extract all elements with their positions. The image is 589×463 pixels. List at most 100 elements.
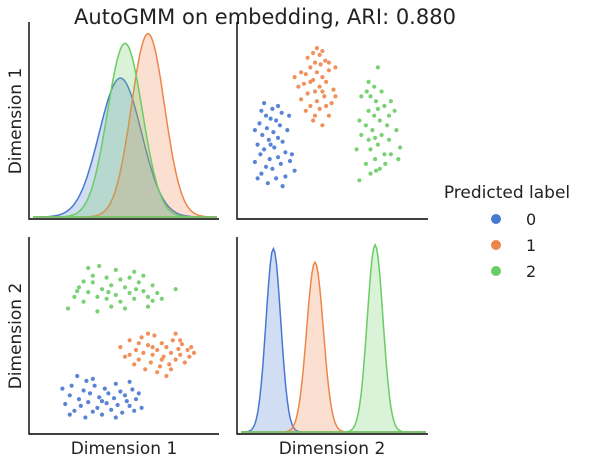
scatter-point-dim1-vs-dim2-label-0-8 — [81, 388, 86, 393]
scatter-point-dim2-vs-dim1-label-1-35 — [312, 113, 318, 118]
scatter-point-dim1-vs-dim2-label-0-5 — [75, 373, 80, 379]
scatter-point-dim1-vs-dim2-label-2-7 — [104, 296, 109, 301]
scatter-point-dim1-vs-dim2-label-0-28 — [124, 399, 129, 404]
scatter-point-dim2-vs-dim1-label-0-31 — [259, 108, 264, 113]
scatter-point-dim1-vs-dim2-label-2-35 — [133, 287, 139, 292]
scatter-point-dim1-vs-dim2-label-1-26 — [185, 347, 190, 353]
scatter-point-dim1-vs-dim2-label-2-15 — [141, 289, 146, 294]
scatter-point-dim1-vs-dim2-label-1-18 — [167, 362, 172, 367]
scatter-point-dim2-vs-dim1-label-0-22 — [271, 130, 276, 135]
scatter-point-dim1-vs-dim2-label-2-18 — [155, 290, 160, 296]
scatter-point-dim2-vs-dim1-label-0-29 — [263, 113, 269, 118]
scatter-point-dim2-vs-dim1-label-2-39 — [388, 99, 393, 104]
scatter-point-dim1-vs-dim2-label-1-14 — [157, 364, 163, 369]
scatter-point-dim2-vs-dim1-label-2-25 — [354, 147, 359, 152]
scatter-point-dim2-vs-dim1-label-0-32 — [270, 106, 275, 111]
scatter-point-dim1-vs-dim2-label-0-1 — [67, 393, 72, 398]
scatter-point-dim1-vs-dim2-label-2-30 — [104, 275, 109, 280]
scatter-point-dim2-vs-dim1-label-2-36 — [373, 135, 378, 140]
scatter-point-dim1-vs-dim2-label-1-27 — [187, 354, 192, 359]
scatter-point-dim2-vs-dim1-label-2-24 — [357, 178, 362, 183]
scatter-point-dim1-vs-dim2-label-2-8 — [109, 283, 114, 288]
scatter-point-dim1-vs-dim2-label-1-33 — [136, 341, 141, 346]
scatter-point-dim2-vs-dim1-label-2-19 — [366, 79, 371, 84]
scatter-point-dim1-vs-dim2-label-0-33 — [136, 391, 141, 396]
scatter-point-dim1-vs-dim2-label-1-15 — [159, 341, 164, 346]
chart-title: AutoGMM on embedding, ARI: 0.880 — [74, 5, 456, 29]
scatter-point-dim2-vs-dim1-label-0-9 — [252, 159, 257, 165]
scatter-point-dim2-vs-dim1-label-1-30 — [333, 94, 338, 99]
scatter-point-dim2-vs-dim1-label-0-23 — [285, 128, 290, 133]
scatter-point-dim1-vs-dim2-label-0-25 — [118, 389, 123, 394]
scatter-point-dim2-vs-dim1-label-2-7 — [366, 137, 371, 142]
scatter-point-dim2-vs-dim1-label-2-16 — [368, 94, 373, 99]
legend-label-0: 0 — [526, 210, 536, 229]
scatter-point-dim1-vs-dim2-label-0-12 — [87, 391, 93, 396]
scatter-point-dim1-vs-dim2-label-1-22 — [176, 346, 181, 352]
scatter-point-dim1-vs-dim2-label-2-16 — [145, 294, 151, 299]
scatter-point-dim2-vs-dim1-label-2-0 — [368, 171, 373, 176]
scatter-point-dim2-vs-dim1-label-2-10 — [363, 123, 368, 128]
scatter-point-dim1-vs-dim2-label-1-29 — [191, 350, 197, 355]
scatter-point-dim1-vs-dim2-label-2-39 — [141, 273, 146, 278]
scatter-point-dim1-vs-dim2-label-0-15 — [95, 405, 100, 410]
scatter-point-dim2-vs-dim1-label-0-21 — [260, 132, 265, 138]
scatter-point-dim2-vs-dim1-label-1-20 — [326, 68, 331, 73]
scatter-point-dim2-vs-dim1-label-0-2 — [283, 174, 288, 179]
scatter-point-dim2-vs-dim1-label-2-22 — [394, 128, 399, 133]
scatter-point-dim1-vs-dim2-label-2-31 — [127, 275, 132, 280]
scatter-point-dim2-vs-dim1-label-0-19 — [266, 137, 271, 142]
scatter-point-dim2-vs-dim1-label-1-17 — [320, 75, 325, 80]
scatter-point-dim1-vs-dim2-label-0-29 — [127, 403, 132, 408]
legend-marker-0 — [491, 214, 501, 224]
scatter-point-dim2-vs-dim1-label-2-9 — [370, 128, 375, 133]
scatter-point-dim2-vs-dim1-label-2-4 — [382, 152, 387, 157]
scatter-point-dim2-vs-dim1-label-1-37 — [308, 79, 313, 84]
scatter-point-dim2-vs-dim1-label-2-29 — [375, 65, 380, 70]
scatter-point-dim1-vs-dim2-label-2-6 — [99, 287, 105, 292]
scatter-point-dim2-vs-dim1-label-0-27 — [274, 118, 279, 123]
axes-lines — [28, 22, 428, 435]
scatter-point-dim1-vs-dim2-label-1-30 — [145, 331, 151, 336]
y-axis-label-dimension-2: Dimension 2 — [6, 283, 26, 390]
scatter-point-dim1-vs-dim2-label-0-39 — [99, 399, 105, 404]
scatter-point-dim1-vs-dim2-label-2-21 — [97, 263, 102, 269]
scatter-point-dim1-vs-dim2-label-2-25 — [95, 309, 100, 314]
scatter-point-dim1-vs-dim2-label-2-32 — [90, 273, 95, 278]
scatter-point-dim1-vs-dim2-label-1-32 — [164, 373, 169, 379]
scatter-point-dim2-vs-dim1-label-2-31 — [386, 113, 392, 118]
scatter-point-dim1-vs-dim2-label-0-38 — [127, 379, 132, 384]
scatter-point-dim2-vs-dim1-label-2-21 — [398, 145, 403, 150]
scatter-point-dim1-vs-dim2-label-1-1 — [122, 354, 128, 359]
scatter-point-dim1-vs-dim2-label-0-23 — [113, 381, 118, 386]
scatter-point-dim1-vs-dim2-label-1-13 — [155, 347, 160, 353]
scatter-point-dim1-vs-dim2-label-0-21 — [109, 407, 114, 412]
scatter-point-dim1-vs-dim2-label-1-19 — [168, 350, 174, 355]
scatter-point-dim2-vs-dim1-label-2-18 — [372, 84, 377, 89]
scatter-point-dim1-vs-dim2-label-0-10 — [84, 378, 89, 383]
scatter-point-dim2-vs-dim1-label-0-6 — [270, 166, 275, 171]
legend-title: Predicted label — [444, 183, 570, 203]
scatter-point-dim1-vs-dim2-label-2-9 — [113, 292, 118, 298]
scatter-point-dim1-vs-dim2-label-0-24 — [115, 402, 120, 408]
scatter-point-dim1-vs-dim2-label-1-3 — [132, 362, 137, 367]
scatter-point-dim1-vs-dim2-label-0-31 — [132, 408, 137, 413]
scatter-point-dim2-vs-dim1-label-0-37 — [252, 128, 257, 133]
scatter-point-dim2-vs-dim1-label-0-24 — [264, 126, 269, 131]
scatter-point-dim2-vs-dim1-label-2-30 — [386, 137, 392, 142]
scatter-point-dim2-vs-dim1-label-1-38 — [299, 70, 304, 75]
scatter-point-dim2-vs-dim1-label-2-32 — [388, 152, 393, 157]
scatter-panel-dim1-vs-dim2 — [60, 263, 197, 420]
scatter-point-dim1-vs-dim2-label-0-13 — [90, 409, 95, 414]
scatter-point-dim1-vs-dim2-label-2-19 — [159, 296, 164, 301]
x-axis-label-dimension-1: Dimension 1 — [71, 439, 178, 459]
kde-dimension-2-label-2 — [241, 242, 426, 433]
scatter-point-dim1-vs-dim2-label-0-26 — [120, 410, 125, 415]
scatter-point-dim1-vs-dim2-label-0-35 — [60, 386, 65, 391]
scatter-point-dim2-vs-dim1-label-2-20 — [396, 157, 401, 162]
scatter-point-dim2-vs-dim1-label-2-15 — [373, 99, 379, 104]
scatter-point-dim2-vs-dim1-label-1-36 — [320, 89, 325, 94]
scatter-point-dim2-vs-dim1-label-1-28 — [320, 48, 325, 54]
scatter-point-dim2-vs-dim1-label-0-35 — [280, 184, 285, 189]
